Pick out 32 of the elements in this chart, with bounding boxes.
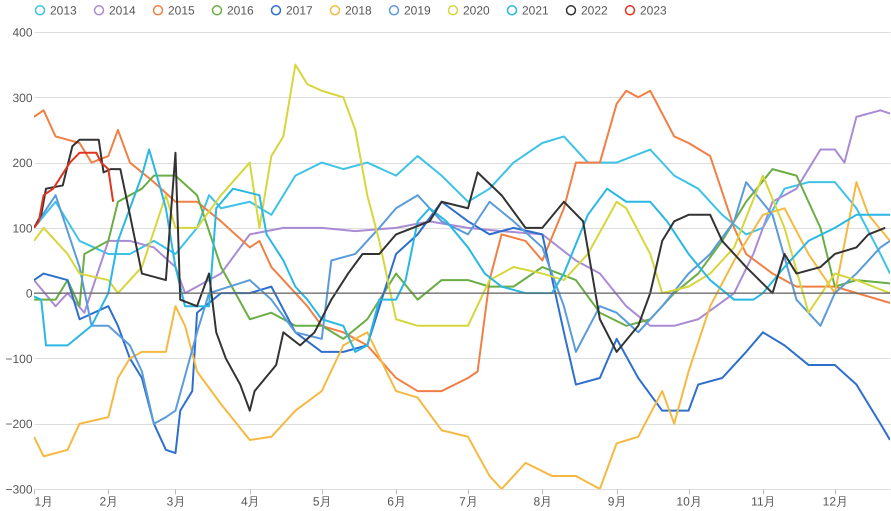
x-tick-label: 7月 bbox=[459, 494, 478, 508]
legend-label: 2016 bbox=[227, 3, 254, 18]
x-tick-label: 5月 bbox=[312, 494, 332, 508]
y-tick-label: 100 bbox=[12, 221, 33, 236]
legend-label: 2021 bbox=[522, 3, 550, 18]
legend-label: 2023 bbox=[640, 3, 668, 18]
y-tick-label: −100 bbox=[5, 352, 33, 366]
x-tick-label: 3月 bbox=[166, 494, 186, 508]
y-tick-label: 200 bbox=[12, 156, 33, 170]
y-tick-label: 300 bbox=[12, 90, 33, 105]
x-tick-label: 11月 bbox=[751, 494, 776, 508]
x-tick-label: 9月 bbox=[608, 494, 626, 508]
x-tick-label: 8月 bbox=[533, 494, 552, 508]
x-tick-label: 12月 bbox=[822, 494, 848, 508]
legend-label: 2015 bbox=[168, 3, 196, 18]
y-tick-label: −200 bbox=[5, 417, 33, 432]
y-tick-label: −300 bbox=[5, 482, 33, 496]
legend-label: 2017 bbox=[286, 3, 314, 18]
y-tick-label: 0 bbox=[26, 286, 33, 301]
line-series bbox=[34, 152, 114, 229]
x-tick-label: 10月 bbox=[676, 494, 702, 508]
legend-label: 2018 bbox=[345, 3, 372, 18]
x-tick-label: 6月 bbox=[387, 494, 406, 508]
legend-label: 2020 bbox=[463, 3, 490, 18]
legend-label: 2014 bbox=[109, 3, 136, 18]
y-tick-label: 400 bbox=[12, 26, 33, 40]
legend-label: 2022 bbox=[581, 3, 608, 18]
x-tick-label: 2月 bbox=[99, 494, 118, 508]
x-tick-label: 4月 bbox=[240, 494, 260, 508]
legend-label: 2013 bbox=[50, 3, 78, 18]
x-tick-label: 1月 bbox=[34, 494, 54, 508]
legend-label: 2019 bbox=[404, 3, 432, 18]
